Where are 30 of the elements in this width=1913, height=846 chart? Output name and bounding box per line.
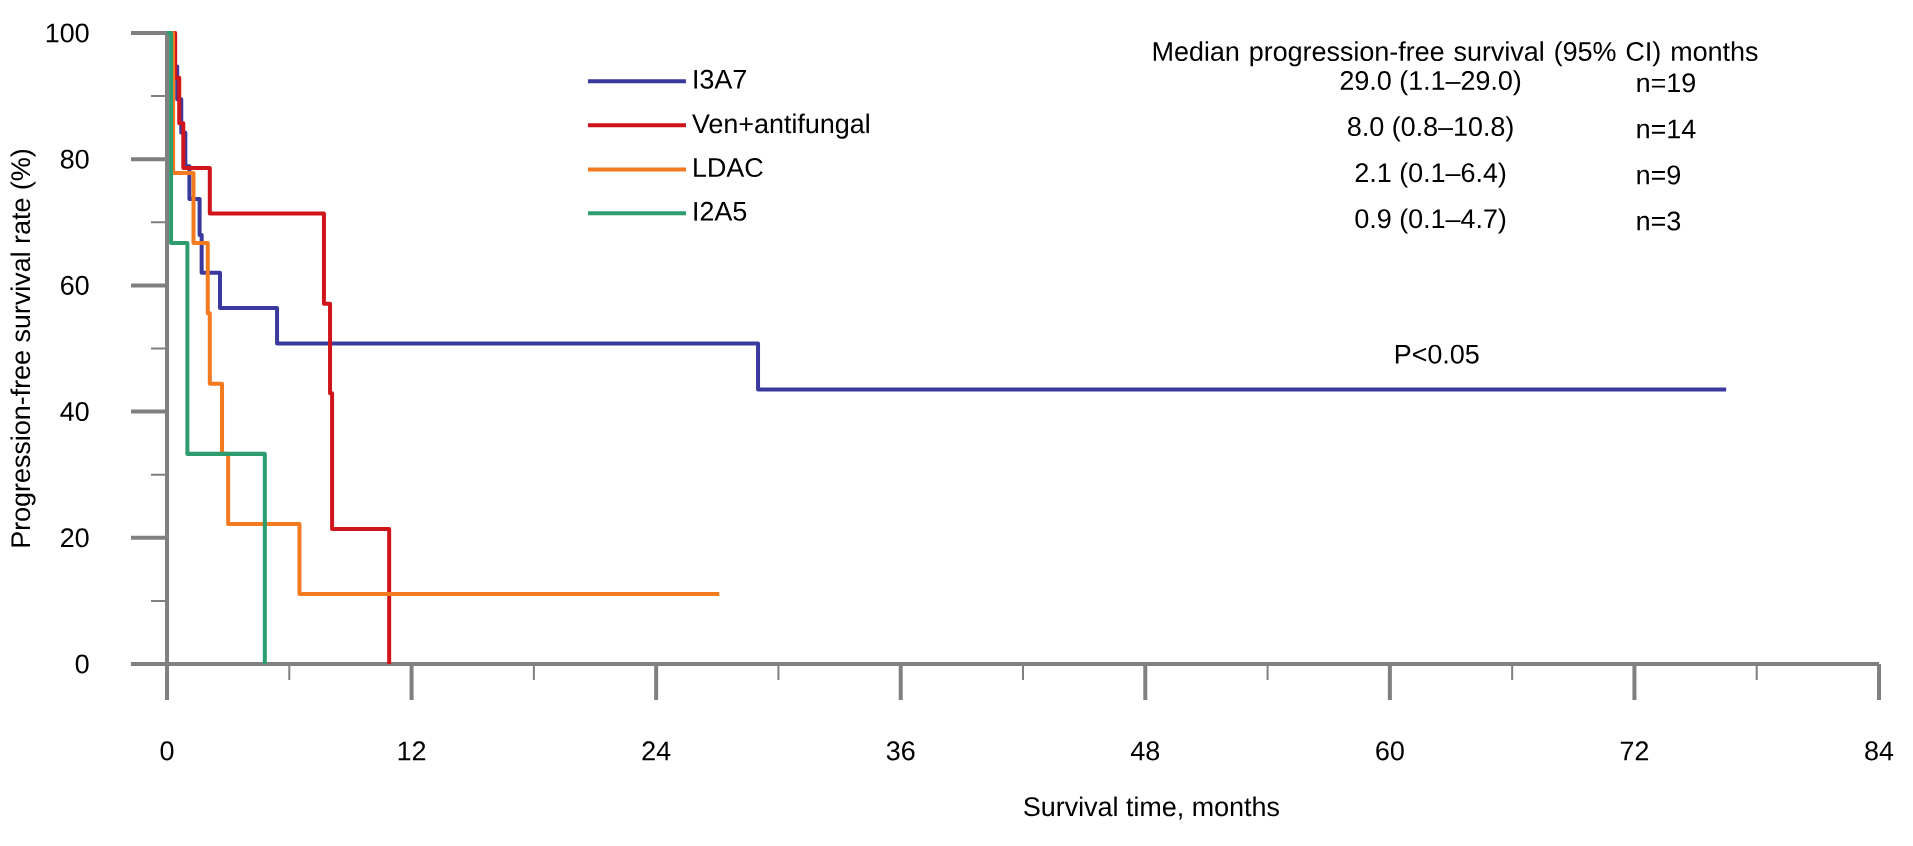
- annotation: 0.9 (0.1–4.7): [1355, 208, 1506, 234]
- y-tick-label: 60: [61, 275, 89, 295]
- legend-label: Ven+antifungal: [692, 113, 869, 139]
- x-tick-label: 72: [1620, 741, 1649, 761]
- annotation: Median progression-free survival (95% CI) months: [1153, 41, 1758, 67]
- x-tick-label: 12: [398, 741, 426, 761]
- annotation: 2.1 (0.1–6.4): [1355, 162, 1506, 188]
- y-tick-label: 0: [75, 654, 89, 674]
- annotation: 8.0 (0.8–10.8): [1348, 116, 1513, 142]
- x-tick-label: 0: [160, 741, 174, 761]
- legend-label: I3A7: [694, 69, 746, 89]
- annotation: 29.0 (1.1–29.0): [1340, 70, 1521, 96]
- annotation: n=9: [1637, 165, 1680, 185]
- y-tick-label: 80: [60, 149, 89, 169]
- y-tick-label: 40: [60, 402, 89, 422]
- legend-label: LDAC: [694, 158, 763, 178]
- x-tick-label: 36: [886, 741, 915, 761]
- y-tick-label: 20: [61, 528, 89, 548]
- x-tick-label: 84: [1865, 741, 1894, 761]
- x-tick-label: 48: [1130, 741, 1160, 761]
- annotation: P<0.05: [1395, 344, 1479, 364]
- y-tick-label: 100: [46, 23, 89, 43]
- x-axis-title: Survival time, months: [1024, 796, 1279, 820]
- x-tick-label: 24: [642, 741, 671, 761]
- annotation: n=14: [1637, 119, 1696, 139]
- annotation: n=19: [1637, 73, 1695, 93]
- x-tick-label: 60: [1376, 741, 1404, 761]
- legend-label: I2A5: [694, 201, 747, 221]
- annotation: n=3: [1637, 211, 1681, 231]
- y-axis-title: Progression-free survival rate (%): [10, 149, 36, 547]
